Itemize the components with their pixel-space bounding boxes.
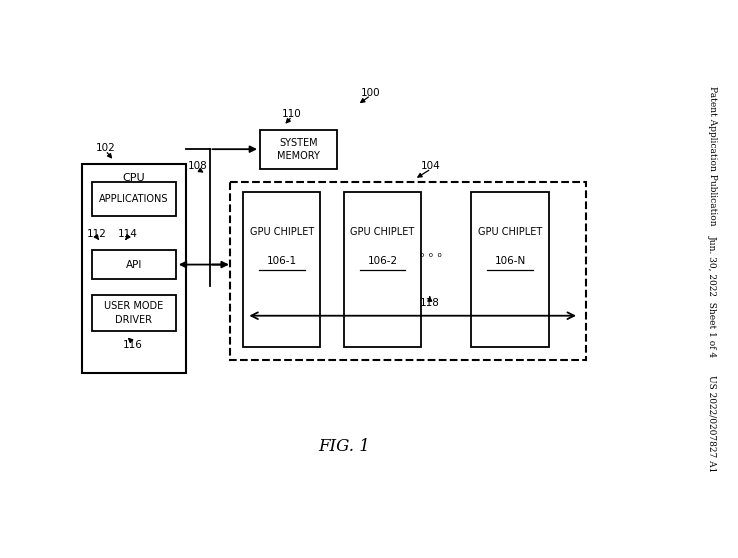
Text: APPLICATIONS: APPLICATIONS bbox=[99, 194, 169, 204]
Text: 106-N: 106-N bbox=[494, 256, 525, 266]
Text: o  o  o: o o o bbox=[420, 252, 442, 258]
Text: USER MODE
DRIVER: USER MODE DRIVER bbox=[104, 301, 164, 325]
Text: GPU CHIPLET: GPU CHIPLET bbox=[249, 227, 314, 237]
Bar bbox=[260, 129, 337, 169]
Text: CPU: CPU bbox=[123, 174, 145, 183]
Text: 102: 102 bbox=[95, 143, 115, 153]
Text: 106-1: 106-1 bbox=[266, 256, 297, 266]
Text: 112: 112 bbox=[87, 229, 106, 239]
Bar bbox=[92, 250, 176, 279]
Bar bbox=[92, 295, 176, 331]
Text: API: API bbox=[125, 259, 142, 270]
Text: GPU CHIPLET: GPU CHIPLET bbox=[478, 227, 542, 237]
Bar bbox=[243, 193, 320, 347]
Bar bbox=[344, 193, 421, 347]
Text: SYSTEM
MEMORY: SYSTEM MEMORY bbox=[277, 138, 320, 161]
Bar bbox=[230, 182, 586, 360]
Text: GPU CHIPLET: GPU CHIPLET bbox=[351, 227, 415, 237]
Text: 106-2: 106-2 bbox=[368, 256, 398, 266]
Text: 108: 108 bbox=[187, 161, 207, 171]
Bar bbox=[92, 182, 176, 216]
Text: 104: 104 bbox=[421, 161, 441, 171]
Bar bbox=[472, 193, 548, 347]
Text: 100: 100 bbox=[361, 88, 381, 98]
Text: 110: 110 bbox=[282, 109, 302, 119]
Text: FIG. 1: FIG. 1 bbox=[318, 439, 370, 455]
Text: 114: 114 bbox=[117, 229, 137, 239]
Text: 118: 118 bbox=[420, 297, 440, 307]
Text: Jun. 30, 2022  Sheet 1 of 4: Jun. 30, 2022 Sheet 1 of 4 bbox=[708, 235, 717, 357]
Text: 116: 116 bbox=[123, 340, 142, 349]
Text: Patent Application Publication: Patent Application Publication bbox=[708, 86, 717, 226]
Bar bbox=[82, 163, 186, 373]
Text: US 2022/0207827 A1: US 2022/0207827 A1 bbox=[708, 376, 717, 473]
